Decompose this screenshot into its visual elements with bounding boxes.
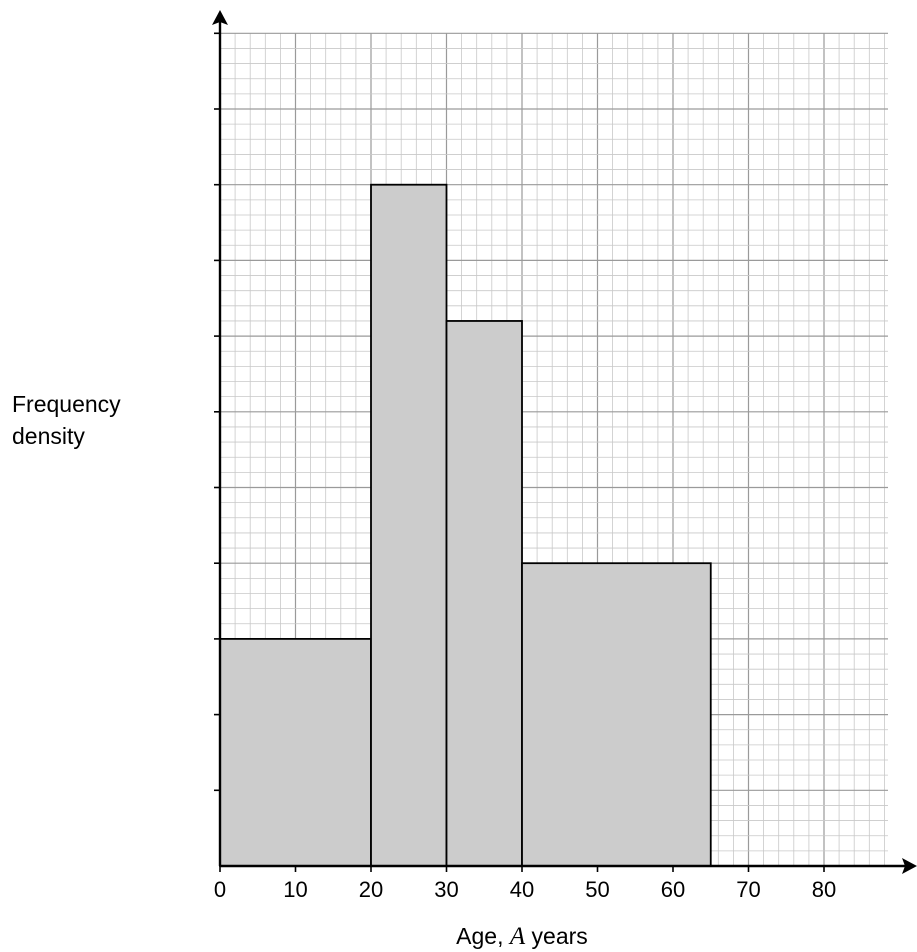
- x-tick-labels: 0 10 20 30 40 50 60 70 80: [214, 877, 836, 902]
- y-axis-arrowhead: [212, 10, 228, 25]
- x-axis-label-variable: A: [508, 923, 526, 950]
- histogram-bar: [219, 638, 372, 867]
- histogram-bar: [370, 183, 448, 867]
- x-tick-label: 30: [434, 877, 458, 902]
- x-axis-label: Age, A years: [456, 923, 588, 950]
- x-axis-arrowhead: [902, 858, 917, 874]
- x-tick-label: 70: [736, 877, 760, 902]
- x-axis-label-prefix: Age,: [456, 923, 510, 949]
- y-axis-label-line-2: density: [12, 423, 85, 449]
- x-axis-label-suffix: years: [525, 923, 588, 949]
- y-axis-label-line-1: Frequency: [12, 391, 121, 417]
- x-tick-label: 20: [359, 877, 383, 902]
- histogram-bar: [521, 562, 712, 867]
- histogram-bar: [445, 320, 523, 867]
- bars: [219, 183, 712, 867]
- x-tick-label: 40: [510, 877, 534, 902]
- x-tick-label: 60: [661, 877, 685, 902]
- x-tick-label: 50: [585, 877, 609, 902]
- x-tick-label: 10: [283, 877, 307, 902]
- axes: [212, 10, 917, 874]
- x-tick-label: 80: [812, 877, 836, 902]
- x-tick-label: 0: [214, 877, 226, 902]
